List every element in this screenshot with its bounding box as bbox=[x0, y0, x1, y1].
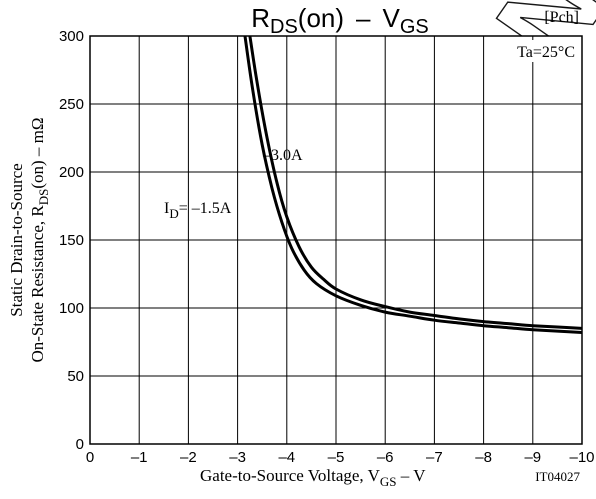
condition-box bbox=[500, 40, 578, 62]
title-on: (on) bbox=[298, 3, 344, 33]
x-tick-label: –9 bbox=[524, 449, 541, 466]
y-axis-label-line1: Static Drain-to-Source bbox=[7, 163, 26, 316]
y-tick-label: 300 bbox=[59, 28, 84, 45]
series-label-1p5a: ID= –1.5A bbox=[164, 200, 232, 221]
title-dash: – bbox=[356, 3, 371, 33]
x-tick-labels: 0 –1 –2 –3 –4 –5 –6 –7 –8 –9 –10 bbox=[86, 449, 595, 466]
y-tick-label: 250 bbox=[59, 96, 84, 113]
channel-tag: [Pch] bbox=[544, 9, 579, 26]
y-tick-label: 200 bbox=[59, 164, 84, 181]
series-lines bbox=[243, 36, 582, 334]
x-tick-label: –8 bbox=[475, 449, 492, 466]
series-label-1p5a-rest: = –1.5A bbox=[179, 200, 232, 217]
y-axis-label-tail: (on) – mΩ bbox=[28, 117, 47, 188]
series-line-3a bbox=[248, 36, 582, 330]
y-axis-label-line2: On-State Resistance, RDS(on) – mΩ bbox=[28, 117, 51, 362]
title-r: R bbox=[251, 3, 270, 33]
y-axis-label-main: On-State Resistance, R bbox=[28, 205, 47, 363]
y-tick-label: 100 bbox=[59, 300, 84, 317]
condition-label: Ta=25°C bbox=[517, 44, 575, 61]
grid bbox=[90, 36, 582, 444]
x-axis-label: Gate-to-Source Voltage, VGS – V bbox=[200, 466, 426, 489]
y-tick-label: 150 bbox=[59, 232, 84, 249]
title-gs: GS bbox=[400, 16, 429, 38]
title-ds: DS bbox=[270, 16, 298, 38]
x-tick-label: –10 bbox=[569, 449, 594, 466]
x-tick-label: –4 bbox=[278, 449, 295, 466]
x-tick-label: –7 bbox=[426, 449, 443, 466]
x-tick-label: –3 bbox=[229, 449, 246, 466]
figure-code: IT04027 bbox=[535, 469, 580, 484]
chart-title: RDS(on) – VGS bbox=[251, 3, 429, 38]
y-tick-label: 0 bbox=[76, 436, 84, 453]
series-label-1p5a-sub: D bbox=[169, 206, 178, 221]
x-tick-label: –5 bbox=[328, 449, 345, 466]
x-tick-label: 0 bbox=[86, 449, 94, 466]
x-axis-label-sub: GS bbox=[380, 474, 397, 489]
x-axis-label-main: Gate-to-Source Voltage, V bbox=[200, 466, 381, 485]
x-tick-label: –6 bbox=[377, 449, 394, 466]
x-tick-label: –1 bbox=[131, 449, 148, 466]
series-label-3a: –3.0A bbox=[262, 147, 303, 164]
y-tick-label: 50 bbox=[67, 368, 84, 385]
series-label-1p5a-i: I bbox=[164, 200, 169, 217]
x-tick-label: –2 bbox=[180, 449, 197, 466]
x-axis-label-unit: – V bbox=[397, 466, 427, 485]
y-axis-label-sub: DS bbox=[36, 189, 51, 206]
y-tick-labels: 0 50 100 150 200 250 300 bbox=[59, 28, 84, 453]
series-line-1p5a bbox=[243, 36, 582, 334]
title-v: V bbox=[383, 3, 401, 33]
